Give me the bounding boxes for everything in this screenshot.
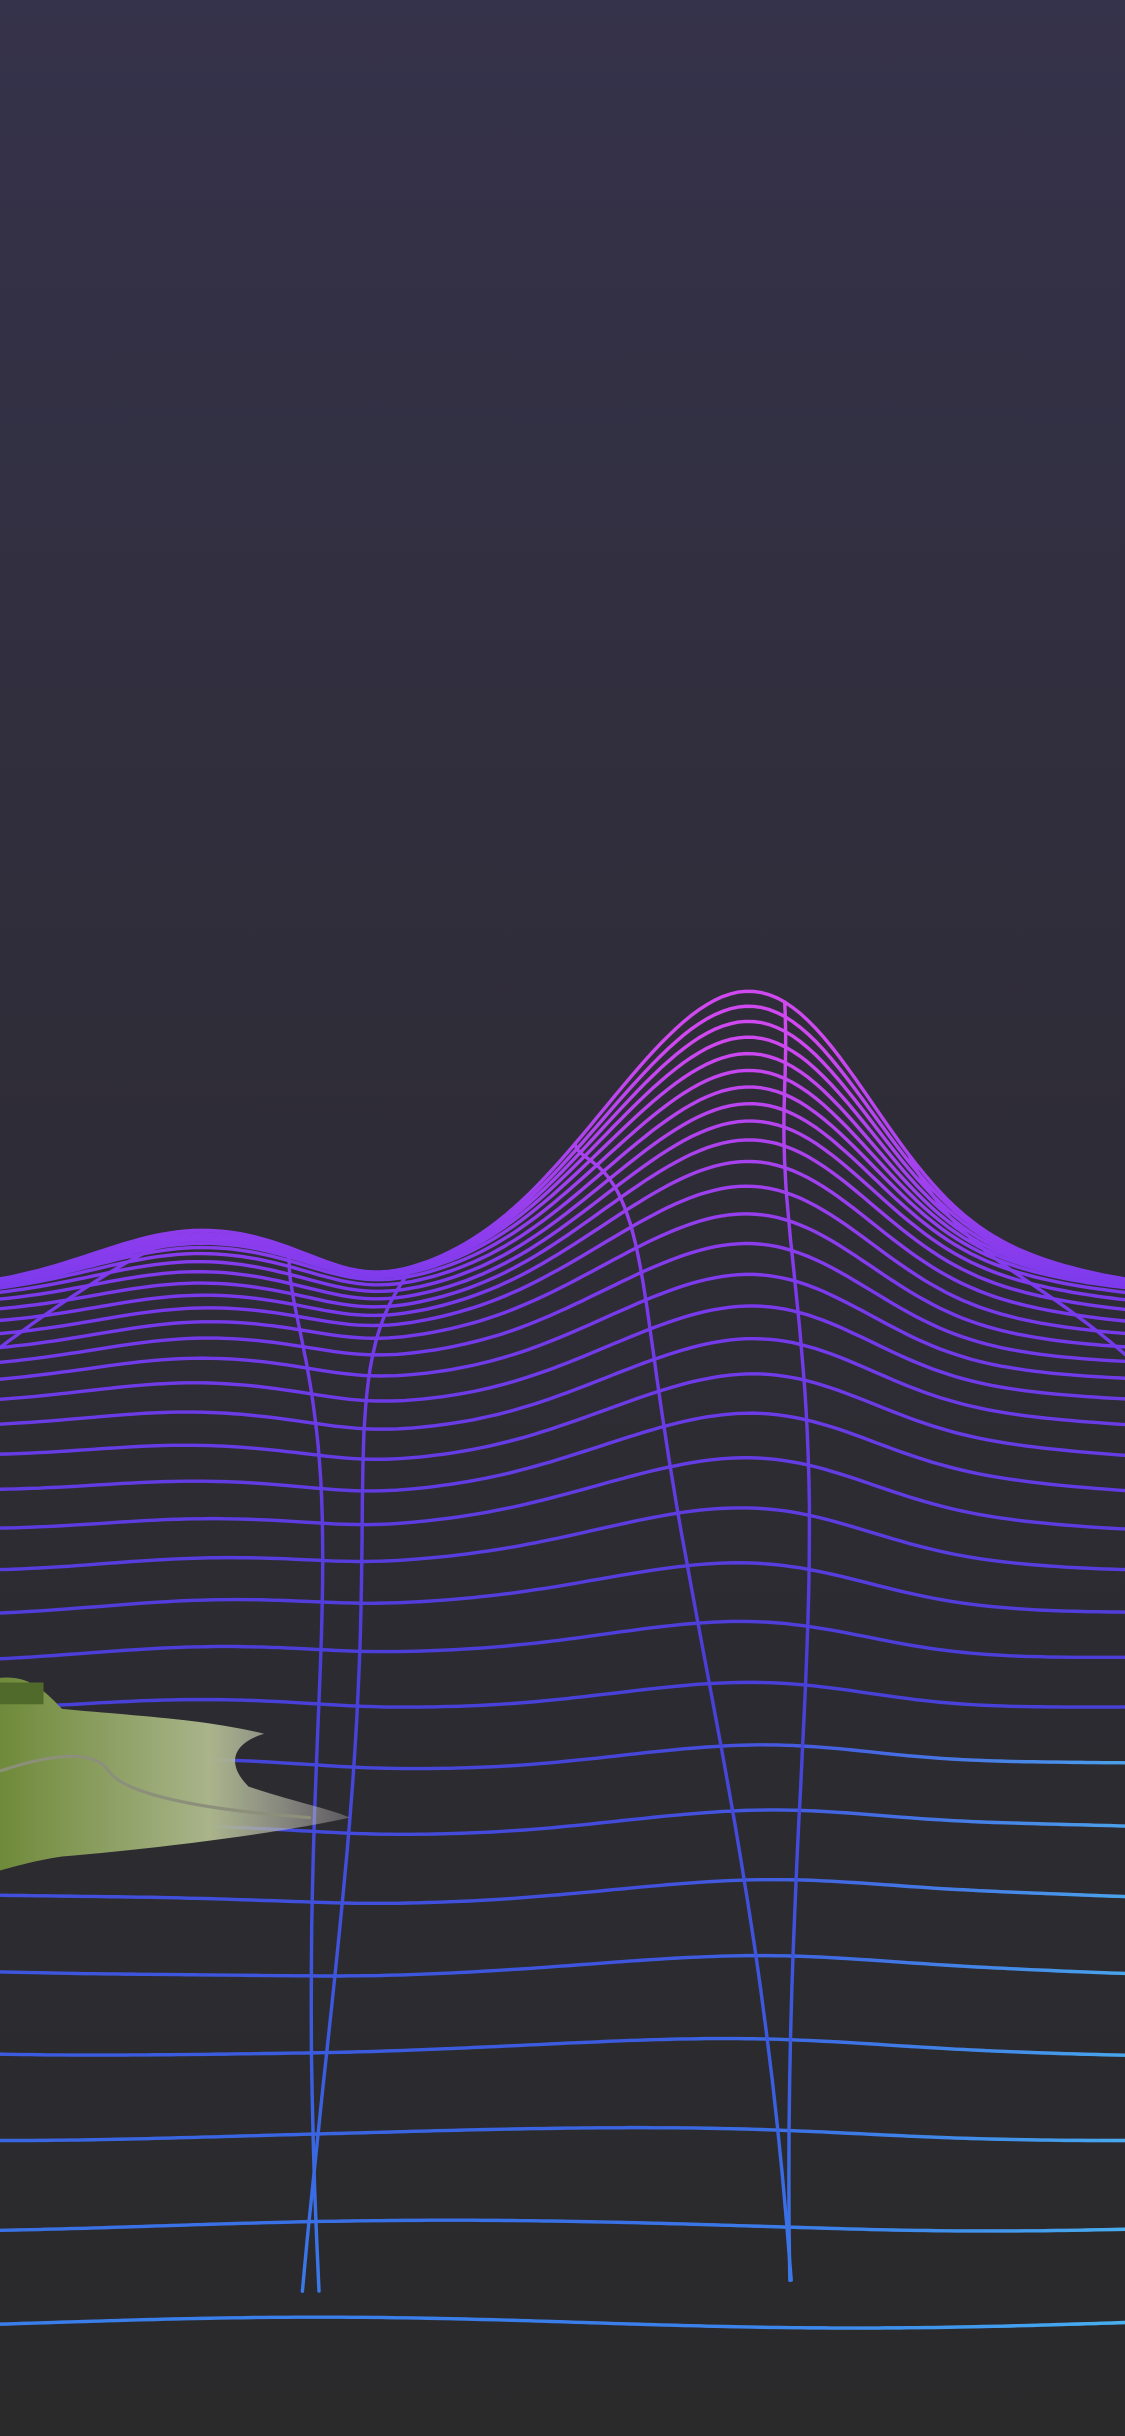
wire-line (573, 1142, 793, 2282)
island (0, 1677, 350, 1871)
wire-line (285, 1245, 325, 2293)
wire-line (0, 2125, 1125, 2143)
wire-line (0, 2036, 1125, 2057)
wire-line (0, 1051, 1125, 1286)
wire-line (0, 1272, 1125, 1381)
island-road (0, 1754, 311, 1820)
wire-line (0, 1337, 1125, 1431)
wire-line (0, 1619, 1125, 1661)
wire-line (0, 1411, 1125, 1493)
wire-line (0, 1119, 1125, 1302)
wireframe (0, 989, 1125, 2330)
wire-line (782, 1000, 812, 2282)
wire-line (0, 1159, 1125, 1323)
wire-line (0, 1372, 1125, 1461)
wire-line (0, 989, 1125, 1281)
glow (0, 932, 311, 1865)
wire-line (907, 1153, 1125, 1357)
wire-line (0, 1877, 1125, 1905)
wire-line (0, 2315, 1125, 2330)
wire-line (300, 1265, 414, 2293)
island-building (0, 1682, 44, 1705)
wire-line (0, 1068, 1125, 1287)
wire-line (0, 1184, 1125, 1336)
wire-line (0, 1561, 1125, 1615)
wire-line (0, 1456, 1125, 1531)
wire-line (0, 1138, 1125, 1312)
wire-line (0, 1241, 1125, 1365)
island-shape (0, 1677, 350, 1871)
wire-line (0, 1228, 196, 1350)
wire-line (0, 1304, 1125, 1403)
wire-line (0, 1953, 1125, 1978)
wire-line (0, 1019, 1125, 1283)
wire-line (0, 1212, 1125, 1350)
wire-line (0, 1680, 1125, 1711)
wire-line (0, 1085, 1125, 1290)
wire-line (0, 1101, 1125, 1295)
wire-line (0, 2218, 1125, 2233)
wire-line (0, 1506, 1125, 1572)
